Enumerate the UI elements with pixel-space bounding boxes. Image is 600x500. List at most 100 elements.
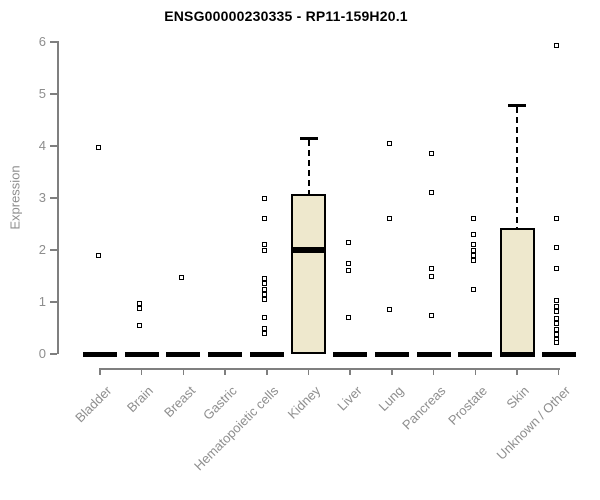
data-point <box>95 252 101 258</box>
y-tick <box>50 197 57 199</box>
data-point <box>262 276 268 282</box>
box <box>499 227 535 354</box>
data-point <box>470 216 476 222</box>
x-axis-line <box>99 368 560 370</box>
box <box>291 193 326 354</box>
zero-bar <box>83 351 117 357</box>
data-point <box>95 145 101 151</box>
y-tick-label: 5 <box>38 86 46 101</box>
x-tick-label: Lung <box>375 383 407 415</box>
data-point <box>429 312 435 318</box>
data-point <box>429 273 435 279</box>
data-point <box>387 140 393 146</box>
x-tick <box>349 368 351 375</box>
x-tick-label: Breast <box>160 383 199 421</box>
data-point <box>262 281 268 287</box>
data-point <box>470 242 476 248</box>
zero-bar <box>249 351 284 357</box>
zero-bar <box>541 351 576 357</box>
y-tick-label: 3 <box>38 190 46 205</box>
y-tick-label: 4 <box>38 138 46 153</box>
data-point <box>554 331 560 337</box>
data-point <box>262 315 268 321</box>
y-tick <box>50 145 57 147</box>
data-point <box>345 239 351 245</box>
data-point <box>554 321 560 327</box>
x-tick <box>224 368 226 375</box>
whisker-line <box>307 140 310 194</box>
data-point <box>470 252 476 258</box>
data-point <box>429 151 435 157</box>
data-point <box>387 216 393 222</box>
x-tick-label: Skin <box>503 383 532 412</box>
x-tick-label: Pancreas <box>398 383 449 433</box>
x-tick <box>391 368 393 375</box>
x-tick <box>432 368 435 375</box>
data-point <box>429 265 435 271</box>
zero-bar <box>333 351 368 357</box>
y-tick-label: 2 <box>38 242 46 257</box>
data-point <box>470 286 476 292</box>
x-tick-label: Gastric <box>199 383 240 423</box>
data-point <box>137 322 143 328</box>
data-point <box>554 340 560 346</box>
data-point <box>554 316 560 322</box>
x-tick <box>516 368 518 375</box>
x-tick <box>99 368 101 375</box>
y-tick-label: 6 <box>38 34 46 49</box>
zero-bar <box>166 351 201 357</box>
zero-bar <box>208 351 243 357</box>
y-tick <box>50 41 57 43</box>
data-point <box>345 268 351 274</box>
x-tick <box>182 368 185 375</box>
x-tick <box>140 368 143 375</box>
x-tick-label: Liver <box>334 383 365 414</box>
data-point <box>262 330 268 336</box>
data-point <box>554 308 560 314</box>
data-point <box>262 291 268 297</box>
data-point <box>554 298 560 304</box>
data-point <box>262 296 268 302</box>
data-point <box>137 301 143 307</box>
data-point <box>262 286 268 292</box>
zero-bar <box>458 351 493 357</box>
data-point <box>554 244 560 250</box>
data-point <box>345 315 351 321</box>
zero-bar <box>416 351 451 357</box>
data-point <box>554 216 560 222</box>
x-tick-label: Brain <box>124 383 157 416</box>
y-tick <box>50 301 57 303</box>
x-tick <box>474 368 477 375</box>
zero-bar <box>374 351 409 357</box>
data-point <box>262 247 268 253</box>
median-line <box>291 247 326 253</box>
x-tick <box>557 368 560 375</box>
data-point <box>178 274 184 280</box>
data-point <box>387 307 393 313</box>
data-point <box>554 303 560 309</box>
y-tick-label: 1 <box>38 294 46 309</box>
y-tick <box>50 93 57 95</box>
data-point <box>137 306 143 312</box>
data-point <box>470 257 476 263</box>
whisker-line <box>516 107 518 228</box>
data-point <box>345 260 351 266</box>
median-line <box>499 351 535 357</box>
y-tick <box>50 353 57 355</box>
x-tick-label: Kidney <box>284 383 324 422</box>
zero-bar <box>124 351 159 357</box>
y-tick-label: 0 <box>38 346 46 361</box>
x-tick-label: Prostate <box>445 383 490 428</box>
data-point <box>470 231 476 237</box>
y-axis-line <box>57 41 59 354</box>
x-tick-label: Unknown / Other <box>493 383 574 463</box>
whisker-cap <box>508 103 526 107</box>
data-point <box>470 247 476 253</box>
x-tick-label: Bladder <box>72 383 115 426</box>
data-point <box>262 242 268 248</box>
data-point <box>554 43 560 49</box>
whisker-cap <box>299 136 318 140</box>
data-point <box>262 195 268 201</box>
y-tick <box>50 249 57 251</box>
